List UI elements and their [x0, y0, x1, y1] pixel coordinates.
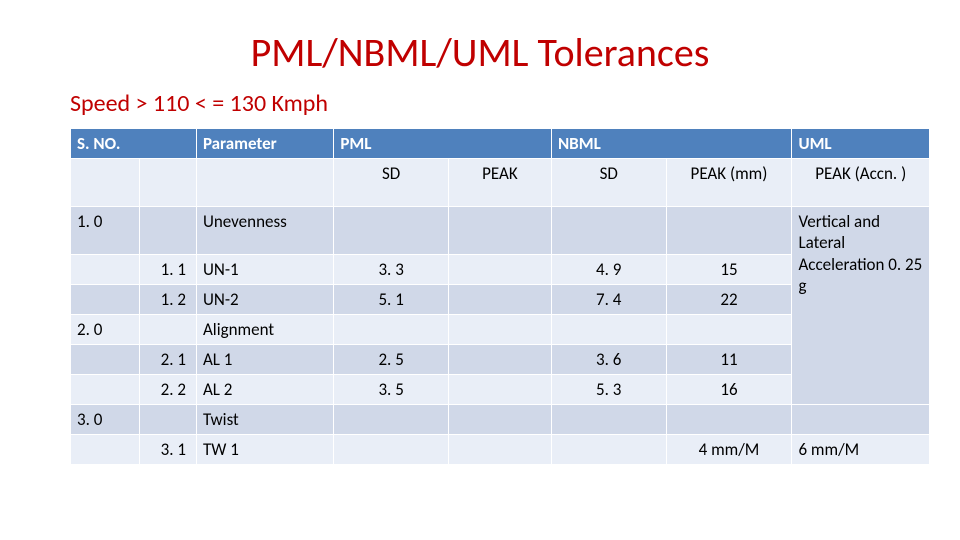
table-cell: AL 1	[196, 345, 333, 375]
table-cell	[448, 345, 551, 375]
table-cell	[448, 315, 551, 345]
table-row: 3. 1TW 1 4 mm/M6 mm/M	[71, 435, 930, 465]
table-cell	[334, 315, 449, 345]
table-cell: 11	[666, 345, 792, 375]
table-cell: 2. 2	[139, 375, 196, 405]
table-cell: Twist	[196, 405, 333, 435]
table-cell: 3. 0	[71, 405, 140, 435]
table-cell: 1. 0	[71, 207, 140, 255]
table-cell	[792, 405, 930, 435]
column-subheader	[139, 159, 196, 207]
tolerances-table: S. NO.ParameterPMLNBMLUMLSDPEAKSDPEAK (m…	[70, 128, 930, 465]
table-cell	[448, 255, 551, 285]
column-subheader	[71, 159, 140, 207]
table-cell: 2. 5	[334, 345, 449, 375]
table-row: 1. 0UnevennessVertical and Lateral Accel…	[71, 207, 930, 255]
table-cell	[448, 375, 551, 405]
table-cell	[666, 315, 792, 345]
table-cell	[71, 345, 140, 375]
column-subheader: PEAK (Accn. )	[792, 159, 930, 207]
column-subheader: SD	[334, 159, 449, 207]
table-cell: 5. 3	[551, 375, 666, 405]
column-header: PML	[334, 129, 552, 159]
table-cell: 4 mm/M	[666, 435, 792, 465]
table-cell: 1. 1	[139, 255, 196, 285]
table-cell: 2. 1	[139, 345, 196, 375]
table-cell: AL 2	[196, 375, 333, 405]
column-subheader: PEAK	[448, 159, 551, 207]
table-cell	[551, 207, 666, 255]
table-cell	[334, 435, 449, 465]
table-cell: 6 mm/M	[792, 435, 930, 465]
table-cell: 7. 4	[551, 285, 666, 315]
table-cell	[448, 285, 551, 315]
table-cell	[71, 285, 140, 315]
table-cell	[139, 315, 196, 345]
table-cell	[71, 375, 140, 405]
column-header: NBML	[551, 129, 791, 159]
table-row: 3. 0 Twist	[71, 405, 930, 435]
table-cell: Vertical and Lateral Acceleration 0. 25 …	[792, 207, 930, 405]
table-cell	[448, 207, 551, 255]
table-cell	[334, 405, 449, 435]
table-cell: Unevenness	[196, 207, 333, 255]
table-cell: 16	[666, 375, 792, 405]
table-cell: 3. 6	[551, 345, 666, 375]
page-title: PML/NBML/UML Tolerances	[50, 28, 910, 77]
table-cell	[551, 405, 666, 435]
table-cell	[666, 405, 792, 435]
table-cell: 22	[666, 285, 792, 315]
table-cell	[71, 435, 140, 465]
table-cell: UN-2	[196, 285, 333, 315]
table-cell	[139, 405, 196, 435]
table-cell: 2. 0	[71, 315, 140, 345]
table-cell: Alignment	[196, 315, 333, 345]
table-cell	[71, 255, 140, 285]
table-cell: 4. 9	[551, 255, 666, 285]
table-cell: 3. 3	[334, 255, 449, 285]
column-subheader: PEAK (mm)	[666, 159, 792, 207]
table-cell	[666, 207, 792, 255]
table-cell	[551, 435, 666, 465]
table-cell	[551, 315, 666, 345]
table-cell: 3. 5	[334, 375, 449, 405]
column-header: Parameter	[196, 129, 333, 159]
table-cell	[448, 405, 551, 435]
table-cell	[139, 207, 196, 255]
column-header: UML	[792, 129, 930, 159]
table-cell: 3. 1	[139, 435, 196, 465]
table-cell: 5. 1	[334, 285, 449, 315]
table-cell: 15	[666, 255, 792, 285]
table-cell: TW 1	[196, 435, 333, 465]
table-cell	[334, 207, 449, 255]
column-subheader	[196, 159, 333, 207]
column-header: S. NO.	[71, 129, 197, 159]
table-cell: 1. 2	[139, 285, 196, 315]
speed-subtitle: Speed > 110 < = 130 Kmph	[70, 89, 910, 118]
column-subheader: SD	[551, 159, 666, 207]
table-cell: UN-1	[196, 255, 333, 285]
table-cell	[448, 435, 551, 465]
